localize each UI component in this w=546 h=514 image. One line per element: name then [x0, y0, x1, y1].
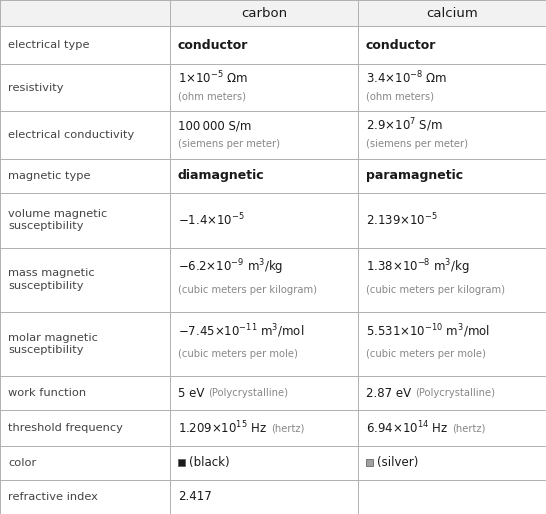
- Bar: [366, 460, 373, 467]
- Text: calcium: calcium: [426, 7, 478, 20]
- Text: mass magnetic
susceptibility: mass magnetic susceptibility: [8, 268, 94, 291]
- Text: (cubic meters per mole): (cubic meters per mole): [366, 349, 486, 359]
- Text: molar magnetic
susceptibility: molar magnetic susceptibility: [8, 333, 98, 355]
- Text: 6.94×10$^{14}$ Hz: 6.94×10$^{14}$ Hz: [366, 420, 448, 436]
- Text: paramagnetic: paramagnetic: [366, 169, 463, 182]
- Text: (silver): (silver): [377, 456, 418, 469]
- Text: conductor: conductor: [366, 39, 436, 52]
- Text: diamagnetic: diamagnetic: [178, 169, 265, 182]
- Bar: [178, 460, 185, 467]
- Text: −6.2×10$^{-9}$ m$^{3}$/kg: −6.2×10$^{-9}$ m$^{3}$/kg: [178, 257, 283, 277]
- Text: 100 000 S/m: 100 000 S/m: [178, 119, 251, 132]
- Text: −7.45×10$^{-11}$ m$^{3}$/mol: −7.45×10$^{-11}$ m$^{3}$/mol: [178, 322, 304, 340]
- Text: electrical type: electrical type: [8, 41, 90, 50]
- Bar: [0, 0, 546, 26]
- Text: volume magnetic
susceptibility: volume magnetic susceptibility: [8, 209, 107, 231]
- Text: 1.209×10$^{15}$ Hz: 1.209×10$^{15}$ Hz: [178, 420, 267, 436]
- Text: resistivity: resistivity: [8, 83, 63, 93]
- Text: 2.139×10$^{-5}$: 2.139×10$^{-5}$: [366, 212, 438, 228]
- Text: electrical conductivity: electrical conductivity: [8, 130, 134, 140]
- Text: 2.417: 2.417: [178, 490, 212, 504]
- Text: work function: work function: [8, 388, 86, 398]
- Text: (hertz): (hertz): [452, 423, 485, 433]
- Text: carbon: carbon: [241, 7, 287, 20]
- Text: (black): (black): [189, 456, 230, 469]
- Text: (ohm meters): (ohm meters): [178, 91, 246, 102]
- Text: magnetic type: magnetic type: [8, 171, 91, 181]
- Text: threshold frequency: threshold frequency: [8, 423, 123, 433]
- Text: (cubic meters per kilogram): (cubic meters per kilogram): [178, 285, 317, 295]
- Text: (siemens per meter): (siemens per meter): [178, 139, 280, 149]
- Text: 1.38×10$^{-8}$ m$^{3}$/kg: 1.38×10$^{-8}$ m$^{3}$/kg: [366, 257, 470, 277]
- Text: (cubic meters per kilogram): (cubic meters per kilogram): [366, 285, 505, 295]
- Text: (ohm meters): (ohm meters): [366, 91, 434, 102]
- Text: (Polycrystalline): (Polycrystalline): [415, 388, 495, 398]
- Text: color: color: [8, 458, 36, 468]
- Text: (siemens per meter): (siemens per meter): [366, 139, 468, 149]
- Text: 1×10$^{-5}$ Ωm: 1×10$^{-5}$ Ωm: [178, 70, 248, 87]
- Text: (cubic meters per mole): (cubic meters per mole): [178, 349, 298, 359]
- Text: conductor: conductor: [178, 39, 248, 52]
- Text: 5.531×10$^{-10}$ m$^{3}$/mol: 5.531×10$^{-10}$ m$^{3}$/mol: [366, 322, 490, 340]
- Text: 3.4×10$^{-8}$ Ωm: 3.4×10$^{-8}$ Ωm: [366, 70, 447, 87]
- Text: 5 eV: 5 eV: [178, 387, 204, 399]
- Text: 2.9×10$^{7}$ S/m: 2.9×10$^{7}$ S/m: [366, 117, 443, 135]
- Text: 2.87 eV: 2.87 eV: [366, 387, 411, 399]
- Text: (hertz): (hertz): [271, 423, 304, 433]
- Text: (Polycrystalline): (Polycrystalline): [209, 388, 288, 398]
- Text: refractive index: refractive index: [8, 492, 98, 502]
- Text: −1.4×10$^{-5}$: −1.4×10$^{-5}$: [178, 212, 245, 228]
